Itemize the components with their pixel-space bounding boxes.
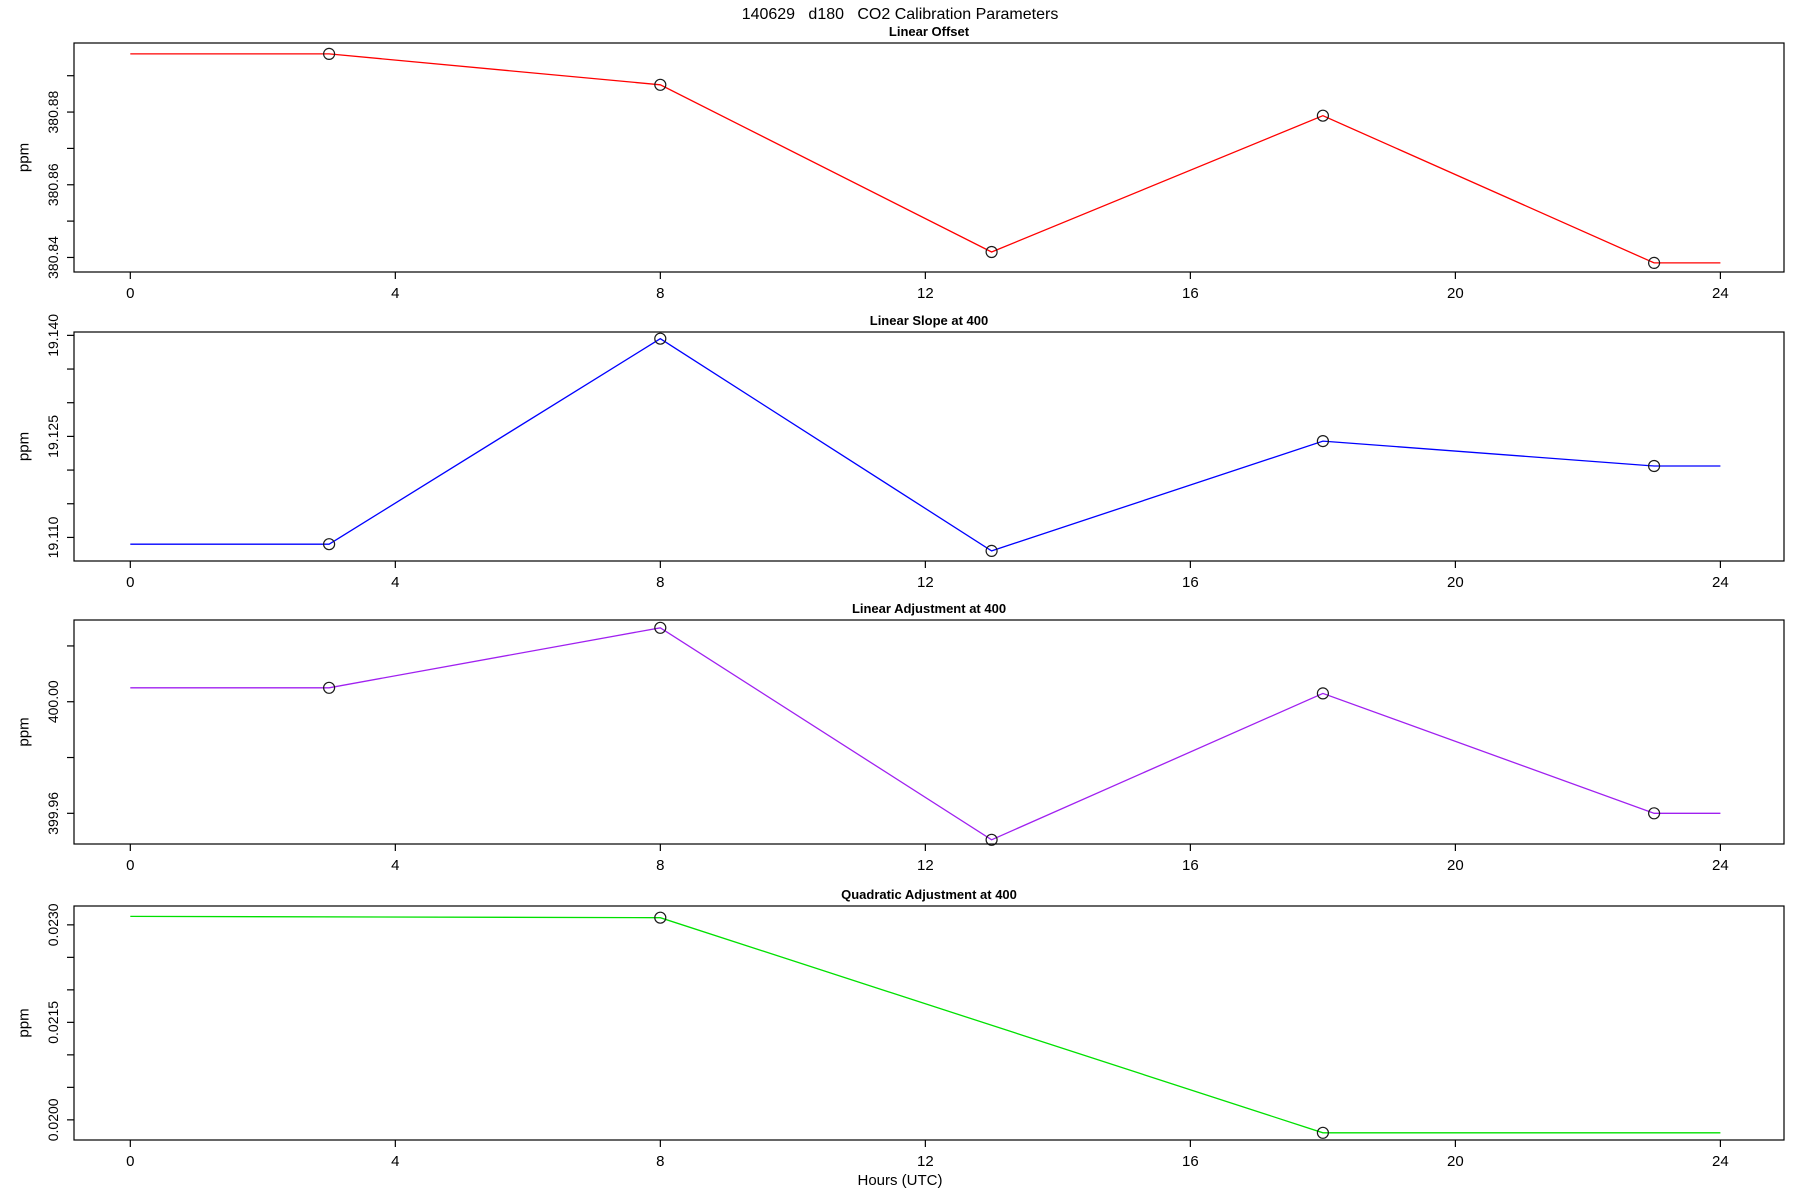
panel-title: Linear Adjustment at 400 [852, 601, 1006, 616]
y-tick-label: 380.86 [45, 163, 61, 206]
y-tick-label: 0.0200 [45, 1098, 61, 1141]
panel-title: Linear Offset [889, 24, 970, 39]
panel-quadratic-adjustment-at-400: Quadratic Adjustment at 400 0 4 8 12 16 20 24 0.… [16, 887, 1785, 1170]
data-point-marker [1316, 109, 1330, 122]
data-point-marker [985, 544, 998, 558]
series-line-linear-adjustment-at-400 [130, 627, 1721, 841]
y-tick-label: 19.110 [45, 516, 61, 558]
data-point-marker [1316, 1126, 1330, 1139]
data-point-marker [985, 245, 998, 259]
panel-linear-offset: Linear Offset 0 4 8 12 16 20 24 380.84 380.86 380.… [16, 24, 1785, 302]
x-tick-label: 4 [391, 1153, 399, 1170]
plot-box [73, 42, 1785, 273]
data-point-marker [323, 681, 336, 694]
x-tick-label: 16 [1182, 1153, 1199, 1170]
data-point-marker [654, 332, 667, 345]
data-point-marker [654, 621, 667, 634]
panel-title: Quadratic Adjustment at 400 [841, 887, 1017, 902]
plot-box [73, 905, 1785, 1141]
y-tick-label: 19.125 [45, 415, 61, 458]
data-point-marker [1316, 435, 1330, 448]
data-point-marker [1647, 256, 1661, 269]
plot-box [73, 619, 1785, 845]
data-point-marker [1316, 687, 1330, 700]
data-point-marker [985, 833, 998, 846]
x-tick-label: 24 [1712, 857, 1729, 874]
main-title: 140629 d180 CO2 Calibration Parameters [741, 6, 1059, 23]
data-point-marker [654, 78, 667, 91]
x-tick-label: 0 [126, 857, 134, 874]
x-tick-label: 8 [656, 285, 664, 302]
x-tick-label: 0 [126, 285, 134, 302]
series-line-linear-offset [130, 53, 1721, 264]
x-tick-label: 12 [917, 1153, 934, 1170]
x-axis-label: Hours (UTC) [857, 1172, 943, 1189]
y-axis-label: ppm [16, 717, 33, 746]
data-point-marker [323, 538, 336, 551]
y-tick-label: 0.0215 [45, 1001, 61, 1044]
y-axis-label: ppm [16, 1008, 33, 1037]
panel-linear-slope-at-400: Linear Slope at 400 0 4 8 12 16 20 24 19.110 19.1… [16, 313, 1785, 591]
x-tick-label: 12 [917, 574, 934, 591]
x-tick-label: 8 [656, 857, 664, 874]
y-tick-label: 19.140 [45, 314, 61, 357]
y-tick-label: 0.0230 [45, 903, 61, 946]
panel-linear-adjustment-at-400: Linear Adjustment at 400 0 4 8 12 16 20 24 399.9… [16, 601, 1785, 874]
data-point-marker [654, 911, 667, 924]
x-tick-label: 4 [391, 285, 399, 302]
data-point-marker [1647, 459, 1661, 473]
data-point-marker [1647, 807, 1661, 820]
y-tick-label: 380.84 [45, 236, 61, 279]
y-axis-label: ppm [16, 143, 33, 172]
x-tick-label: 16 [1182, 574, 1199, 591]
plot-box [73, 331, 1785, 562]
x-tick-label: 24 [1712, 285, 1729, 302]
x-tick-label: 16 [1182, 285, 1199, 302]
x-tick-label: 0 [126, 1153, 134, 1170]
x-tick-label: 0 [126, 574, 134, 591]
x-tick-label: 20 [1447, 1153, 1464, 1170]
x-tick-label: 20 [1447, 857, 1464, 874]
x-tick-label: 20 [1447, 574, 1464, 591]
panel-title: Linear Slope at 400 [870, 313, 989, 328]
x-tick-label: 12 [917, 285, 934, 302]
x-tick-label: 4 [391, 574, 399, 591]
x-tick-label: 24 [1712, 1153, 1729, 1170]
series-line-linear-slope-at-400 [130, 337, 1721, 552]
data-point-marker [323, 47, 336, 61]
y-tick-label: 400.00 [45, 680, 61, 723]
x-tick-label: 4 [391, 857, 399, 874]
x-tick-label: 20 [1447, 285, 1464, 302]
series-line-quadratic-adjustment-at-400 [130, 915, 1721, 1134]
y-tick-label: 380.88 [45, 90, 61, 133]
x-tick-label: 8 [656, 1153, 664, 1170]
x-tick-label: 8 [656, 574, 664, 591]
y-axis-label: ppm [16, 432, 33, 461]
x-tick-label: 16 [1182, 857, 1199, 874]
y-tick-label: 399.96 [45, 792, 61, 835]
x-tick-label: 12 [917, 857, 934, 874]
x-tick-label: 24 [1712, 574, 1729, 591]
